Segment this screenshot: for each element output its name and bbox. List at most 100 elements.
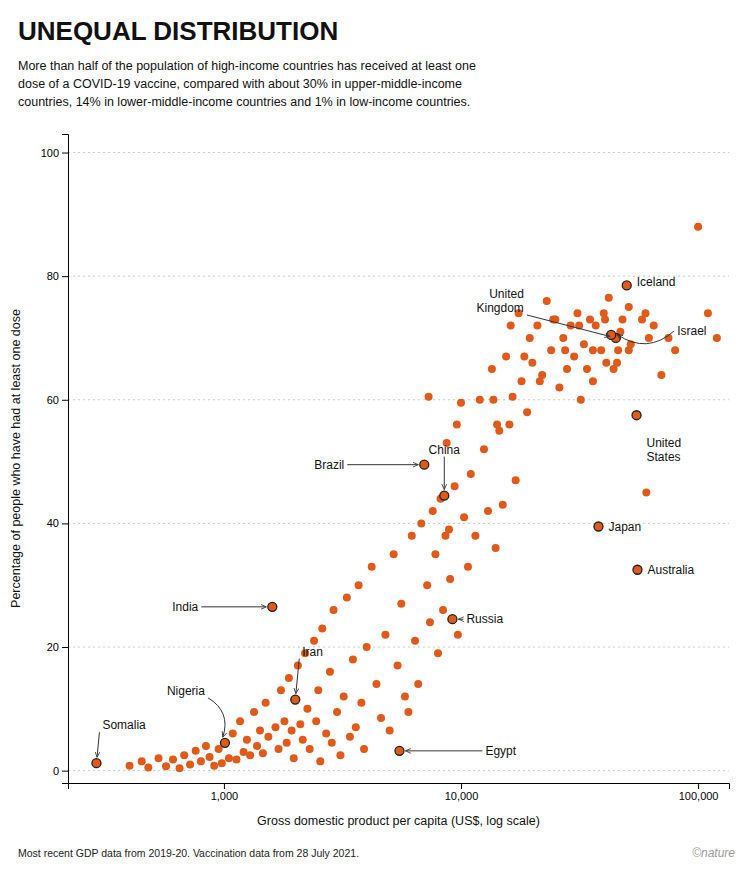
point <box>218 759 226 767</box>
y-axis: 020406080100 <box>41 135 69 784</box>
point <box>457 399 465 407</box>
highlighted-point <box>633 565 642 574</box>
point <box>126 762 134 770</box>
grid-line <box>68 276 729 277</box>
y-tick: 40 <box>47 517 68 529</box>
point <box>561 346 569 354</box>
x-tick-label: 100,000 <box>679 790 719 802</box>
point <box>633 411 641 419</box>
point <box>464 563 472 571</box>
point <box>206 753 214 761</box>
point <box>597 346 605 354</box>
point <box>221 739 229 747</box>
x-axis-title: Gross domestic product per capita (US$, … <box>257 814 540 828</box>
point <box>138 757 146 765</box>
point <box>202 742 210 750</box>
y-tick-mark <box>62 400 68 401</box>
point <box>229 730 237 738</box>
point <box>523 408 531 416</box>
point <box>453 421 461 429</box>
point <box>614 346 622 354</box>
point <box>357 699 365 707</box>
point <box>180 751 188 759</box>
point <box>488 365 496 373</box>
point <box>225 754 233 762</box>
y-tick-label: 20 <box>47 641 59 653</box>
annotation: Iceland <box>637 275 676 289</box>
point <box>271 723 279 731</box>
point <box>377 714 385 722</box>
y-tick-label: 40 <box>47 517 59 529</box>
point <box>509 393 517 401</box>
point <box>275 745 283 753</box>
point <box>312 717 320 725</box>
point <box>246 751 254 759</box>
highlighted-point <box>291 695 300 704</box>
points <box>92 223 721 772</box>
y-tick-mark <box>62 523 68 524</box>
point <box>426 618 434 626</box>
point <box>280 717 288 725</box>
y-tick-mark <box>62 153 68 154</box>
point <box>536 377 544 385</box>
x-tick-label: 10,000 <box>445 790 479 802</box>
x-tick-mark <box>698 783 699 789</box>
point <box>303 705 311 713</box>
highlighted-point <box>92 759 101 768</box>
point <box>381 631 389 639</box>
point <box>441 532 449 540</box>
annotation: Somalia <box>102 718 146 732</box>
x-tick: 1,000 <box>211 783 239 802</box>
point <box>492 544 500 552</box>
point <box>499 501 507 509</box>
annotation: UnitedStates <box>647 436 682 464</box>
point <box>192 747 200 755</box>
point <box>333 708 341 716</box>
point <box>288 726 296 734</box>
annotation-arrow <box>296 659 299 694</box>
point <box>349 655 357 663</box>
grid-line <box>68 152 729 153</box>
plot-area: 1,00010,000100,000020406080100SomaliaNig… <box>41 135 730 802</box>
y-tick-mark <box>62 647 68 648</box>
point <box>434 649 442 657</box>
point <box>264 733 272 741</box>
point <box>291 696 299 704</box>
point <box>642 488 650 496</box>
annotation: Australia <box>647 563 694 577</box>
point <box>316 757 324 765</box>
point <box>352 723 360 731</box>
point <box>236 717 244 725</box>
point <box>322 730 330 738</box>
point <box>533 322 541 330</box>
annotation-arrow <box>617 331 674 344</box>
point <box>480 445 488 453</box>
annotation: UnitedKingdom <box>477 287 524 315</box>
highlighted-point <box>440 491 449 500</box>
point <box>169 756 177 764</box>
highlighted-point <box>395 746 404 755</box>
point <box>326 668 334 676</box>
annotation-arrow <box>97 732 99 757</box>
point <box>144 764 152 772</box>
point <box>460 513 468 521</box>
point <box>259 749 267 757</box>
point <box>589 377 597 385</box>
point <box>592 322 600 330</box>
highlighted-point <box>632 411 641 420</box>
point <box>346 733 354 741</box>
point <box>454 631 462 639</box>
point <box>448 615 456 623</box>
point <box>268 603 276 611</box>
chart-svg: UNEQUAL DISTRIBUTIONMore than half of th… <box>0 0 751 871</box>
annotation-arrow <box>201 606 266 607</box>
point <box>431 550 439 558</box>
point <box>605 294 613 302</box>
point <box>296 720 304 728</box>
point <box>467 470 475 478</box>
point <box>394 662 402 670</box>
point <box>446 575 454 583</box>
point <box>694 223 702 231</box>
x-axis: 1,000 10,000 100,000 <box>69 783 730 802</box>
point <box>253 742 261 750</box>
